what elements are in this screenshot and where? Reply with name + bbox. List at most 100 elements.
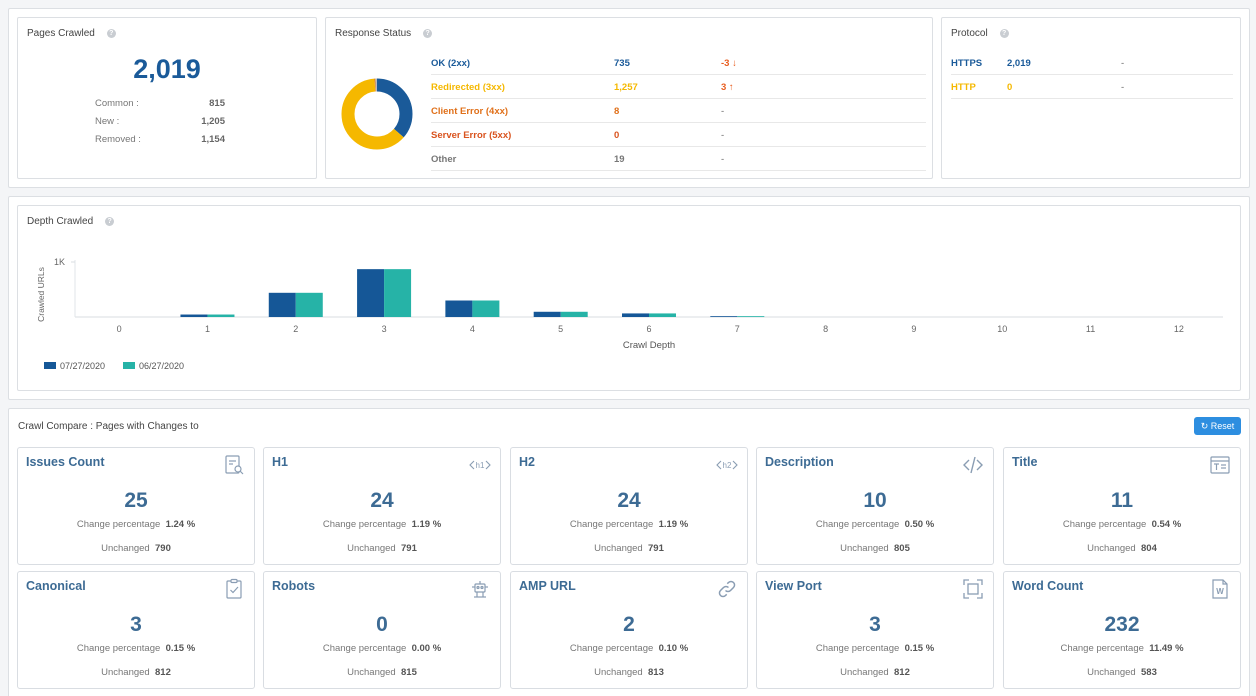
- help-icon[interactable]: ?: [999, 29, 1009, 38]
- legend-swatch: [123, 362, 135, 369]
- change-percentage: Change percentage 0.15 %: [76, 643, 196, 654]
- chart-bar[interactable]: [207, 314, 235, 317]
- card-value[interactable]: 232: [1104, 613, 1140, 636]
- depth-crawled-panel: Depth Crawled?: [17, 205, 1241, 391]
- status-delta: 3 ↑: [721, 82, 734, 93]
- x-tick-label: 2: [293, 324, 298, 334]
- compare-card-h2[interactable]: H2 h2 24 Change percentage 1.19 % Unchanged …: [510, 447, 748, 565]
- x-tick-label: 8: [823, 324, 828, 334]
- compare-card-issues-count[interactable]: Issues Count 25 Change percentage 1.24 % Un…: [17, 447, 255, 565]
- chart-bar[interactable]: [180, 314, 208, 317]
- h1-tag-icon: h1: [469, 454, 491, 476]
- card-value[interactable]: 3: [869, 613, 881, 636]
- status-label[interactable]: OK (2xx): [431, 58, 471, 69]
- card-title: Description: [765, 455, 834, 469]
- status-label[interactable]: Client Error (4xx): [431, 106, 509, 117]
- chart-bar[interactable]: [472, 300, 500, 318]
- change-percentage: Change percentage 0.10 %: [569, 643, 689, 654]
- help-icon[interactable]: ?: [106, 29, 116, 38]
- reset-button[interactable]: ↻ Reset: [1194, 417, 1241, 435]
- compare-card-canonical[interactable]: Canonical 3 Change percentage 0.15 % Unchan…: [17, 571, 255, 689]
- chart-bar[interactable]: [560, 311, 588, 317]
- chart-bar[interactable]: [268, 292, 296, 317]
- chart-bar[interactable]: [533, 311, 561, 317]
- x-axis-label: Crawl Depth: [623, 340, 675, 351]
- help-icon[interactable]: ?: [105, 217, 115, 226]
- card-title: Word Count: [1012, 579, 1084, 593]
- card-value[interactable]: 11: [1110, 489, 1134, 512]
- card-value[interactable]: 3: [130, 613, 142, 636]
- chart-bar[interactable]: [357, 269, 385, 317]
- response-status-row[interactable]: OK (2xx) 735 -3 ↓: [431, 51, 926, 75]
- compare-card-word-count[interactable]: Word Count W 232 Change percentage 11.49 % U…: [1003, 571, 1241, 689]
- card-title: Robots: [272, 579, 316, 593]
- card-value[interactable]: 0: [376, 613, 388, 636]
- status-label[interactable]: Server Error (5xx): [431, 130, 512, 141]
- status-count: 19: [614, 154, 625, 165]
- panel-title: Response Status?: [335, 28, 433, 39]
- x-tick-label: 0: [117, 324, 122, 334]
- response-status-row[interactable]: Client Error (4xx) 8 -: [431, 99, 926, 123]
- unchanged-count: Unchanged 812: [101, 667, 171, 678]
- unchanged-count: Unchanged 790: [101, 543, 171, 554]
- card-value[interactable]: 24: [370, 489, 394, 512]
- change-percentage: Change percentage 0.50 %: [815, 519, 935, 530]
- chart-bar[interactable]: [295, 292, 323, 317]
- status-label[interactable]: Other: [431, 154, 457, 165]
- x-tick-label: 9: [911, 324, 916, 334]
- compare-card-h1[interactable]: H1 h1 24 Change percentage 1.19 % Unchanged …: [263, 447, 501, 565]
- code-icon: [962, 454, 984, 476]
- card-value[interactable]: 10: [863, 489, 887, 512]
- arrow-up-icon: ↑: [726, 82, 734, 93]
- response-status-row[interactable]: Other 19 -: [431, 147, 926, 171]
- status-label[interactable]: Redirected (3xx): [431, 82, 505, 93]
- protocol-count: 0: [1007, 82, 1013, 93]
- protocol-row: HTTP 0 -: [951, 75, 1233, 99]
- card-title: Canonical: [26, 579, 86, 593]
- status-count: 0: [614, 130, 620, 141]
- compare-card-amp-url[interactable]: AMP URL 2 Change percentage 0.10 % Unchange…: [510, 571, 748, 689]
- compare-card-view-port[interactable]: View Port 3 Change percentage 0.15 % Unchan…: [756, 571, 994, 689]
- card-value[interactable]: 24: [617, 489, 641, 512]
- help-icon[interactable]: ?: [423, 29, 433, 38]
- change-percentage: Change percentage 1.19 %: [569, 519, 689, 530]
- compare-card-title[interactable]: Title 11 Change percentage 0.54 % Unchanged…: [1003, 447, 1241, 565]
- chart-bar[interactable]: [445, 300, 473, 318]
- stat-removed: Removed :1,154: [95, 134, 225, 145]
- compare-card-robots[interactable]: Robots 0 Change percentage 0.00 % Unchanged…: [263, 571, 501, 689]
- panel-title: Protocol?: [951, 28, 1009, 39]
- response-status-row[interactable]: Server Error (5xx) 0 -: [431, 123, 926, 147]
- legend-item[interactable]: 06/27/2020: [123, 361, 184, 371]
- y-axis-label: Crawled URLs: [36, 267, 46, 322]
- status-delta: -: [721, 130, 725, 141]
- card-value[interactable]: 25: [124, 489, 148, 512]
- protocol-delta: -: [1121, 58, 1125, 69]
- unchanged-count: Unchanged 805: [840, 543, 910, 554]
- card-title: View Port: [765, 579, 822, 593]
- legend-label: 07/27/2020: [60, 361, 106, 371]
- donut-slice[interactable]: [341, 78, 413, 150]
- stat-common: Common :815: [95, 98, 225, 109]
- x-tick-label: 12: [1174, 324, 1184, 334]
- x-tick-label: 11: [1086, 324, 1095, 334]
- chart-bar[interactable]: [737, 316, 765, 317]
- chart-bar[interactable]: [622, 313, 649, 317]
- card-value[interactable]: 2: [623, 613, 635, 636]
- unchanged-count: Unchanged 791: [594, 543, 664, 554]
- chart-bar[interactable]: [710, 316, 738, 317]
- legend-swatch: [44, 362, 56, 369]
- legend-item[interactable]: 07/27/2020: [44, 361, 105, 371]
- card-title: H1: [272, 455, 288, 469]
- response-status-row[interactable]: Redirected (3xx) 1,257 3 ↑: [431, 75, 926, 99]
- x-tick-label: 7: [735, 324, 740, 334]
- chart-bar[interactable]: [649, 313, 676, 317]
- change-percentage: Change percentage 0.54 %: [1062, 519, 1182, 530]
- status-count: 1,257: [614, 82, 638, 93]
- card-title: AMP URL: [519, 579, 576, 593]
- response-status-panel: Response Status? OK (2xx) 735 -3 ↓ Redirect…: [325, 17, 933, 179]
- chart-bar[interactable]: [384, 269, 412, 317]
- compare-card-description[interactable]: Description 10 Change percentage 0.50 % Unc…: [756, 447, 994, 565]
- h2-tag-icon: h2: [716, 454, 738, 476]
- donut-slice[interactable]: [341, 78, 413, 150]
